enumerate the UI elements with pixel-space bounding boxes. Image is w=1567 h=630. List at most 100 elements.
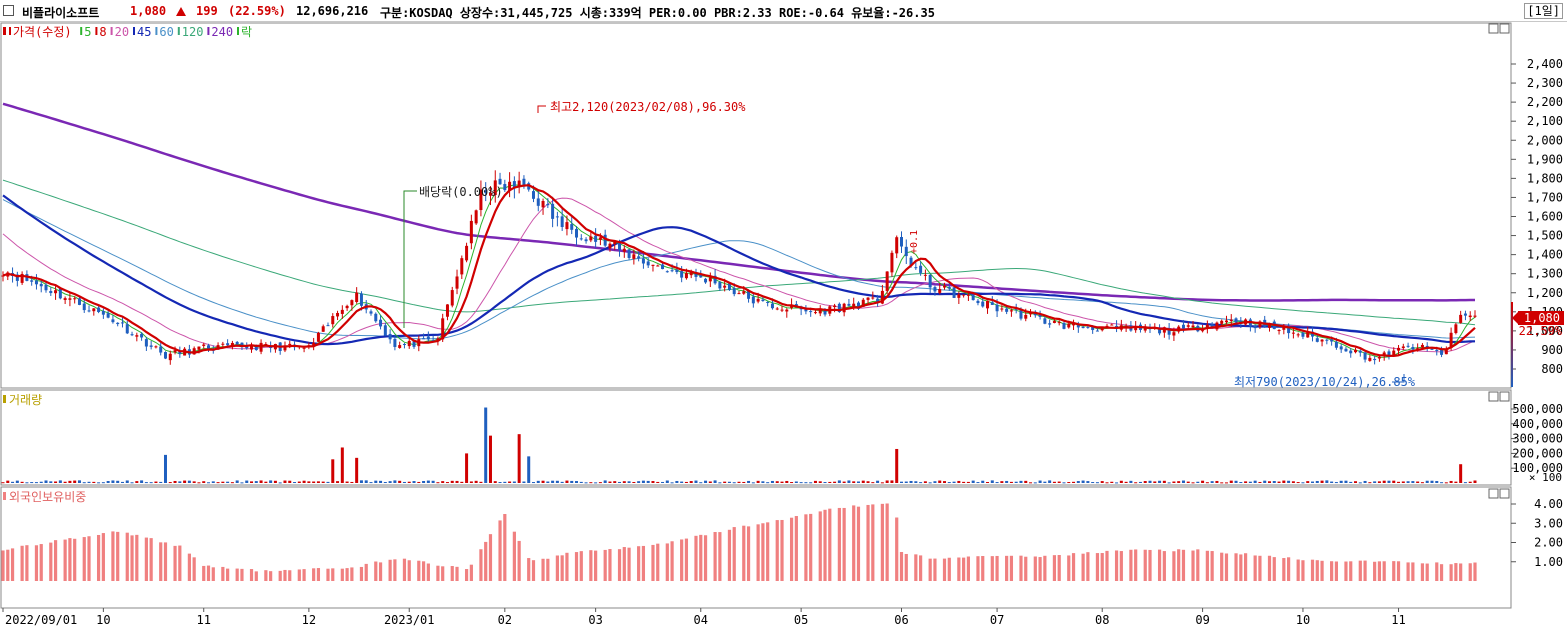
foreign-ratio-bar [904,553,908,581]
volume-bar [876,480,880,483]
volume-bar [1057,481,1061,483]
foreign-ratio-bar [680,539,684,581]
candle-body [73,298,77,300]
candle-body [202,344,206,346]
price-axis-label: 2,000 [1527,133,1563,147]
volume-bar [1143,481,1147,483]
foreign-pane-title: 외국인보유비중 [9,490,86,504]
candle-body [1095,330,1099,332]
foreign-ratio-bar [1143,549,1147,581]
volume-bar [412,481,416,483]
foreign-ratio-bar [531,560,536,581]
volume-bar [245,480,249,483]
candle-body [1086,326,1090,328]
volume-bar [847,480,851,483]
foreign-ratio-bar [622,547,626,581]
volume-bar [484,407,488,483]
foreign-pane-maximize-button[interactable] [1499,488,1510,499]
foreign-ratio-bar [713,532,717,581]
volume-bar [1296,482,1300,484]
candle-body [531,191,535,199]
volume-bar [498,482,502,484]
candle-body [785,309,789,312]
foreign-ratio-bar [68,538,72,581]
foreign-ratio-bar [962,557,966,581]
volume-bar [264,481,268,483]
volume-axis-label: 500,000 [1512,402,1563,416]
volume-bar [1392,480,1396,483]
volume-bar [914,481,918,483]
volume-bar [1244,481,1248,483]
foreign-ratio-bar [1459,563,1463,581]
foreign-ratio-bar [1454,563,1458,581]
foreign-ratio-bar [25,545,29,581]
select-checkbox[interactable] [3,5,14,16]
foreign-ratio-bar [1315,560,1319,581]
candle-body [283,345,287,351]
foreign-ratio-bar [302,569,306,581]
volume-bar [97,482,101,484]
foreign-ratio-bar [178,545,182,581]
volume-bar [1468,481,1472,483]
candle-body [704,278,708,283]
foreign-ratio-bar [546,558,550,581]
candle-body [1435,349,1439,351]
foreign-ratio-bar [1320,560,1324,581]
volume-bar [809,482,813,484]
foreign-ratio-bar [1196,549,1200,581]
legend-item: 45 [137,25,151,39]
candle-body [809,311,813,313]
foreign-ratio-bar [53,540,58,581]
foreign-ratio-bar [87,536,91,581]
candle-body [1062,323,1066,329]
volume-pane-maximize-button[interactable] [1499,391,1510,402]
candle-body [1468,315,1472,318]
foreign-ratio-bar [1373,561,1377,581]
candle-body [1043,318,1047,324]
volume-bar [140,480,144,483]
volume-bar [1420,482,1424,484]
candle-body [522,178,526,187]
candle-body [436,338,440,341]
volume-bar [1081,480,1085,483]
candle-body [488,192,492,196]
candle-body [952,287,956,298]
candle-body [1373,358,1377,361]
volume-bar [962,481,966,483]
foreign-axis-label: 3.00 [1534,516,1563,530]
pane-minimize-button[interactable] [1488,23,1499,34]
candle-body [885,271,889,291]
volume-bar [856,481,860,483]
foreign-ratio-bar [919,555,923,581]
legend-swatch [133,27,135,35]
candle-body [15,274,19,281]
foreign-ratio-bar [149,538,153,581]
volume-bar [340,447,344,483]
foreign-ratio-bar [1191,550,1195,581]
foreign-ratio-bar [828,508,832,581]
foreign-ratio-bar [1071,553,1076,581]
pane-maximize-button[interactable] [1499,23,1510,34]
foreign-pane-minimize-button[interactable] [1488,488,1499,499]
foreign-ratio-bar [1157,549,1162,581]
volume-bar [1425,480,1429,483]
period-selector[interactable]: [1일] [1524,3,1563,19]
volume-bar [909,480,913,483]
volume-bar [1344,480,1348,483]
volume-bar [297,481,301,483]
foreign-ratio-bar [718,532,722,581]
volume-pane-minimize-button[interactable] [1488,391,1499,402]
volume-axis-label: 100,000 [1512,461,1563,475]
volume-bar [312,481,316,483]
foreign-ratio-bar [565,552,569,581]
candle-body [966,294,970,296]
volume-bar [54,481,58,483]
volume-bar [178,481,182,483]
candle-body [713,275,717,284]
foreign-ratio-bar [1420,563,1425,581]
volume-bar [130,482,134,484]
candle-body [1306,332,1310,338]
foreign-ratio-bar [1363,560,1367,581]
volume-bar [1220,482,1224,484]
volume-bar [1014,481,1018,483]
